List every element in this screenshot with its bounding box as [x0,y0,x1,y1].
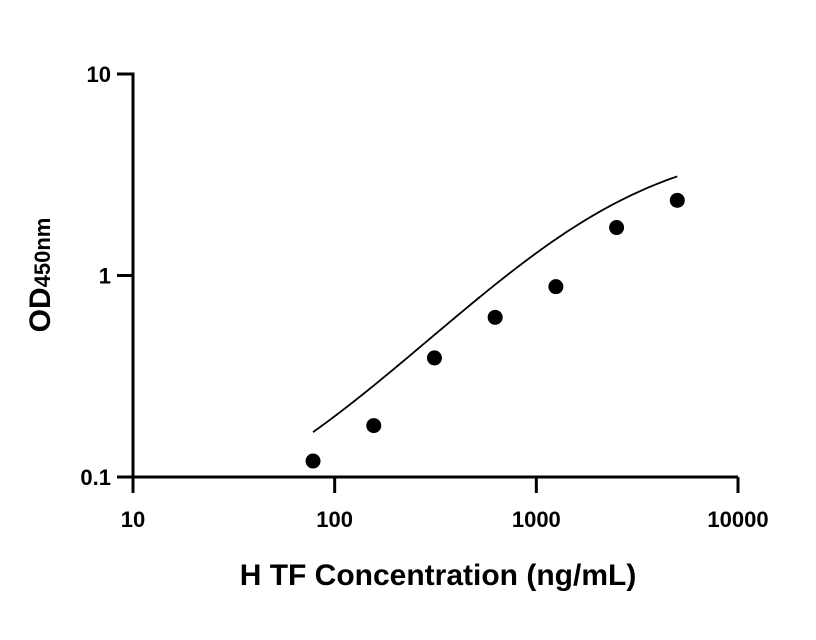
data-point [426,350,442,366]
x-tick-label: 1000 [512,507,561,532]
x-axis-title: H TF Concentration (ng/mL) [240,559,637,592]
fit-curve [312,175,678,433]
y-axis-ticks: 0.1 1 10 [80,62,133,490]
x-tick-label: 100 [316,507,353,532]
x-tick-label: 10000 [707,507,768,532]
y-axis-title-main: OD [24,287,57,332]
data-point [366,418,382,434]
x-axis-ticks: 10 100 1000 10000 [121,477,769,532]
data-points [305,192,685,469]
data-point [548,279,564,295]
y-axis-title-subscript: 450nm [30,218,55,288]
y-tick-label: 10 [87,62,111,87]
x-tick-label: 10 [121,507,145,532]
y-axis-title: OD450nm [24,218,57,333]
data-point [487,309,503,325]
data-point [669,192,685,208]
data-point [609,220,625,236]
y-tick-label: 0.1 [80,465,111,490]
y-tick-label: 1 [99,264,111,289]
data-point [305,453,321,469]
axes [131,72,738,479]
